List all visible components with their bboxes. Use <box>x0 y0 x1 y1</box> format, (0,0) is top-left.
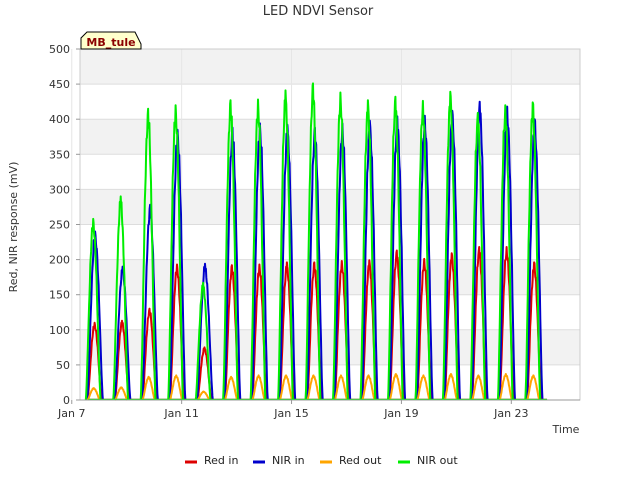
series-peak <box>443 109 462 401</box>
legend-item: Red out <box>320 454 382 467</box>
series-peak <box>113 265 132 401</box>
background-band <box>80 329 580 365</box>
series-peak <box>416 374 431 401</box>
legend-label: NIR out <box>417 454 458 467</box>
series-peak <box>251 122 269 401</box>
y-tick-label: 450 <box>49 78 70 91</box>
series-peak <box>84 217 102 401</box>
series-peak <box>222 99 239 401</box>
x-tick-label: Jan 15 <box>273 407 308 420</box>
series-peak <box>441 90 459 401</box>
x-tick-label: Jan 11 <box>163 407 198 420</box>
series-peak <box>524 101 542 401</box>
y-tick-label: 200 <box>49 254 70 267</box>
y-tick-label: 0 <box>63 394 70 407</box>
series-peak <box>251 374 266 401</box>
series-peak <box>443 373 458 401</box>
series-peak <box>333 374 349 401</box>
x-tick-label: Jan 19 <box>383 407 418 420</box>
y-axis-label: Red, NIR response (mV) <box>7 162 20 293</box>
series-peak <box>196 262 214 401</box>
site-badge: MB_tule <box>80 31 142 50</box>
series-peak <box>249 98 267 401</box>
legend-label: Red out <box>339 454 382 467</box>
background-band <box>80 189 580 225</box>
series-peak <box>167 104 184 401</box>
chart-title: LED NDVI Sensor <box>263 4 374 19</box>
y-tick-label: 50 <box>56 359 70 372</box>
series-peak <box>86 230 104 401</box>
series-peak <box>469 111 487 401</box>
series-peak <box>471 374 486 401</box>
site-badge-box <box>80 31 142 50</box>
legend-label: Red in <box>204 454 238 467</box>
y-tick-label: 100 <box>49 324 70 337</box>
background-band <box>80 119 580 155</box>
series-peak <box>278 374 294 401</box>
series-peak <box>498 373 513 401</box>
series-peak <box>196 390 211 401</box>
series-peak <box>304 82 322 401</box>
series-peak <box>141 203 159 401</box>
series-peak <box>526 374 541 401</box>
series-peak <box>141 375 156 401</box>
series-peak <box>414 99 432 401</box>
series-peak <box>194 281 212 401</box>
series-peak <box>277 89 294 401</box>
series-peak <box>332 91 349 401</box>
series-peak <box>224 375 239 401</box>
background-band <box>80 259 580 295</box>
y-tick-label: 500 <box>49 43 70 56</box>
y-tick-label: 250 <box>49 219 70 232</box>
series-peak <box>139 107 157 401</box>
series-peak <box>86 387 101 401</box>
legend-item: NIR in <box>253 454 305 467</box>
series-peak <box>112 195 130 401</box>
series-peak <box>470 100 489 401</box>
series-peak <box>306 374 321 401</box>
series-peak <box>525 118 544 401</box>
series-peak <box>359 99 377 401</box>
legend: Red in NIR in Red out NIR out <box>185 454 458 467</box>
series-nir-out <box>84 82 548 401</box>
x-tick-label: Jan 7 <box>57 407 85 420</box>
background-band <box>80 49 580 85</box>
tick-labels: 0 50 100 150 200 250 300 350 400 450 500 Jan 7 Jan 1… <box>49 43 529 420</box>
series-peak <box>114 386 129 401</box>
series-peak <box>387 95 404 401</box>
x-tick-label: Jan 23 <box>493 407 528 420</box>
legend-item: NIR out <box>398 454 458 467</box>
series-peak <box>388 373 404 401</box>
y-tick-label: 300 <box>49 183 70 196</box>
series-peak <box>496 104 514 401</box>
y-tick-label: 150 <box>49 289 70 302</box>
site-badge-label: MB_tule <box>86 36 135 49</box>
x-axis-label: Time <box>552 423 580 436</box>
series-peak <box>169 374 184 401</box>
legend-label: NIR in <box>272 454 305 467</box>
series-peak <box>498 105 516 401</box>
y-tick-label: 400 <box>49 113 70 126</box>
legend-item: Red in <box>185 454 238 467</box>
series-peak <box>416 114 434 401</box>
series-peak <box>361 374 376 401</box>
y-tick-label: 350 <box>49 148 70 161</box>
